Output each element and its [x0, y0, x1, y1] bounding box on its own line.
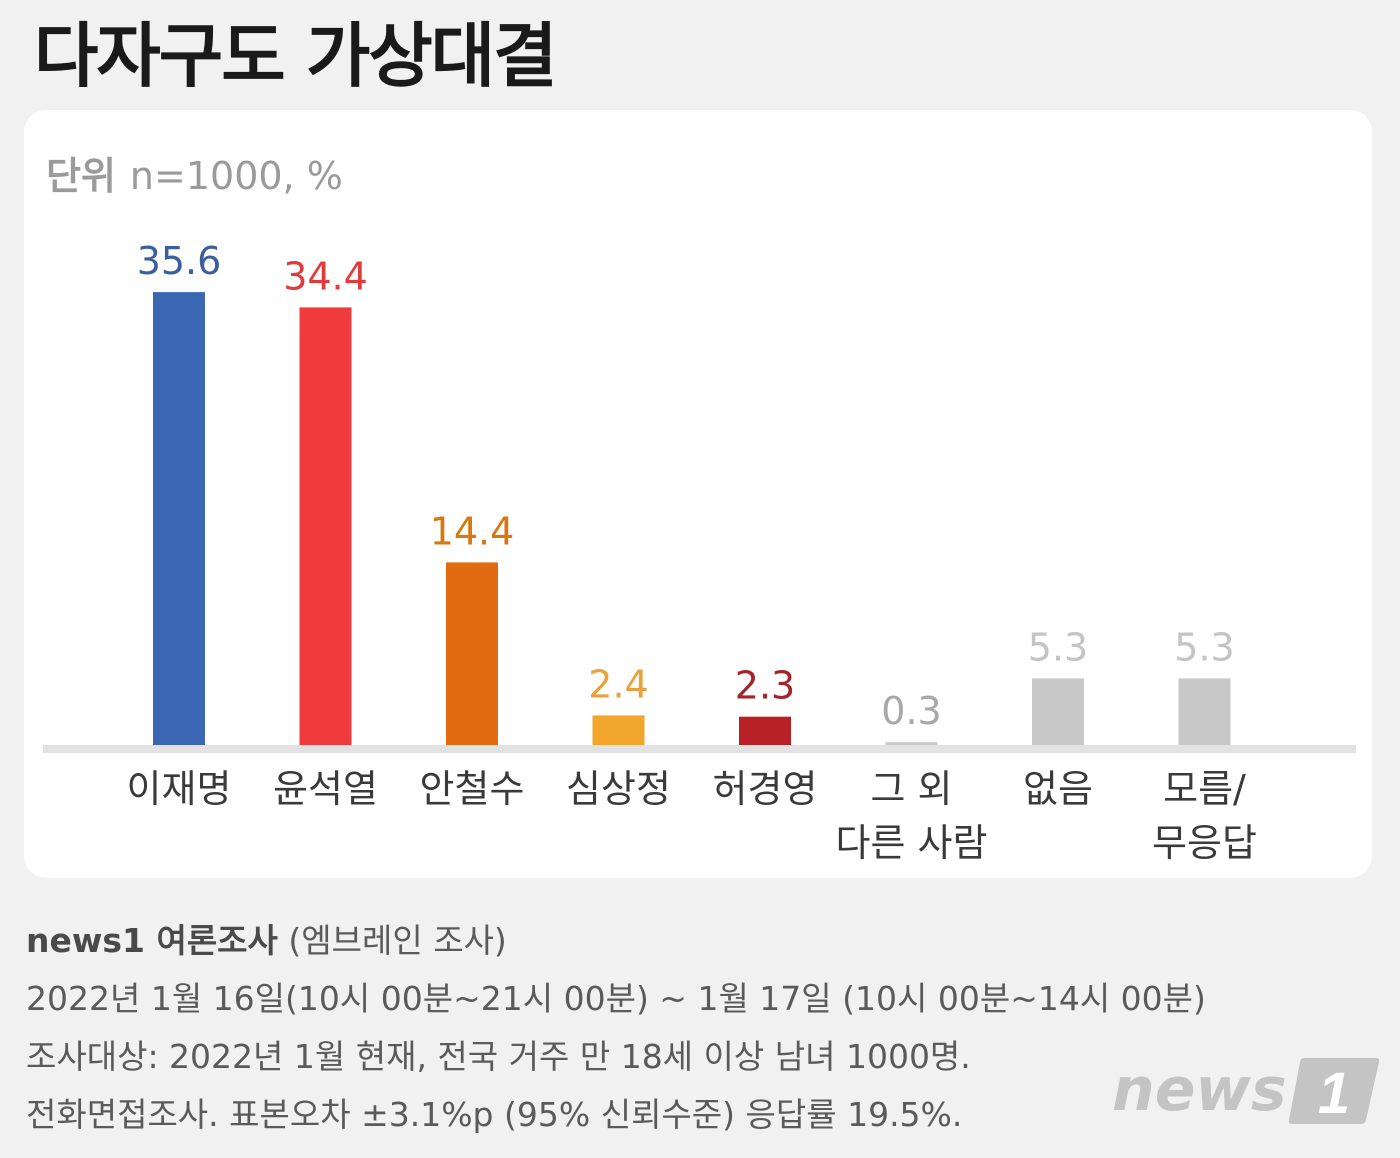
bar-6: [885, 742, 938, 746]
value-label-7: 5.3: [1028, 625, 1088, 669]
value-label-6: 0.3: [881, 689, 941, 733]
footer-brand: news1 여론조사: [26, 921, 278, 960]
value-labels-group: 35.6 34.4 14.4 2.4 2.3 0.3 5.3 5.3: [137, 239, 1235, 733]
value-label-4: 2.4: [588, 662, 648, 706]
logo-mark-badge: 1: [1288, 1058, 1380, 1126]
bar-2: [299, 307, 352, 746]
bar-4: [592, 715, 645, 746]
category-label-1: 이재명: [127, 767, 232, 811]
bar-5: [739, 716, 791, 746]
bar-7: [1032, 678, 1084, 746]
category-labels-group: 이재명 윤석열 안철수 심상정 허경영 그 외다른 사람 없음 모름/무응답: [127, 767, 1257, 865]
category-label-3: 안철수: [420, 767, 525, 811]
chart-title: 다자구도 가상대결: [34, 15, 558, 97]
news1-logo: news 1: [1112, 1055, 1380, 1126]
category-label-8-line-2: 무응답: [1152, 821, 1257, 865]
value-label-1: 35.6: [137, 239, 222, 283]
value-label-5: 2.3: [735, 664, 795, 708]
category-label-6-line-2: 다른 사람: [836, 821, 988, 865]
bar-3: [446, 562, 498, 746]
value-label-2: 34.4: [283, 254, 368, 298]
category-label-5: 허경영: [713, 767, 818, 811]
logo-text: news: [1112, 1055, 1287, 1125]
bar-8: [1178, 678, 1231, 746]
bar-1: [153, 292, 205, 746]
unit-note: 단위 n=1000, %: [46, 154, 343, 200]
logo-mark: 1: [1318, 1061, 1350, 1126]
footer: news1 여론조사 (엠브레인 조사) 2022년 1월 16일(10시 00…: [26, 912, 1206, 1144]
footer-source-line: news1 여론조사 (엠브레인 조사): [26, 912, 1206, 970]
value-label-3: 14.4: [430, 509, 515, 553]
footer-line-period: 2022년 1월 16일(10시 00분~21시 00분) ~ 1월 17일 (…: [26, 979, 1206, 1018]
category-label-6-line-1: 그 외: [871, 767, 953, 811]
footer-line-target: 조사대상: 2022년 1월 현재, 전국 거주 만 18세 이상 남녀 100…: [26, 1037, 971, 1076]
category-label-2: 윤석열: [273, 767, 378, 811]
unit-label: 단위: [46, 154, 116, 198]
value-label-8: 5.3: [1174, 625, 1234, 669]
footer-line-method: 전화면접조사. 표본오차 ±3.1%p (95% 신뢰수준) 응답률 19.5%…: [26, 1095, 963, 1134]
x-axis-baseline: [43, 745, 1356, 753]
footer-source: (엠브레인 조사): [288, 921, 507, 960]
category-label-7: 없음: [1023, 767, 1093, 811]
unit-text: n=1000, %: [129, 154, 343, 198]
category-label-8-line-1: 모름/: [1163, 767, 1246, 811]
bars-group: [153, 292, 1231, 746]
category-label-4: 심상정: [566, 767, 671, 811]
